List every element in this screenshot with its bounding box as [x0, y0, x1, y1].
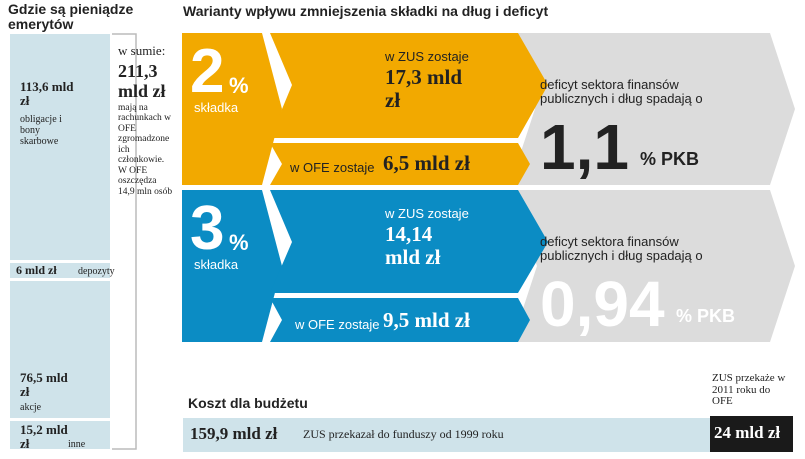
- amount: 113,6 mld zł: [20, 79, 74, 109]
- effect-unit: % PKB: [676, 306, 736, 326]
- cost-note: ZUS przekazał do funduszy od 1999 roku: [303, 427, 504, 441]
- amount: 6 mld zł: [16, 263, 57, 277]
- sum: 211,3 mld zł: [118, 61, 166, 101]
- cost-amount: 159,9 mld zł: [190, 424, 278, 443]
- zus-arrow: [270, 190, 548, 293]
- effect-label: deficyt sektora finansów publicznych i d…: [540, 234, 703, 264]
- rate-unit: %: [229, 73, 249, 98]
- zus-amount: 14,14 mld zł: [385, 222, 441, 270]
- zus-amount: 17,3 mld zł: [385, 65, 463, 113]
- label: obligacje i bony skarbowe: [20, 114, 62, 147]
- ofe-label: w OFE zostaje: [295, 317, 380, 332]
- label: akcje: [20, 402, 42, 413]
- rate-label: składka: [194, 257, 239, 272]
- rate-unit: %: [229, 230, 249, 255]
- right-title: Warianty wpływu zmniejszenia składki na …: [183, 3, 549, 19]
- left-title: Gdzie są pieniądze emerytów: [8, 1, 134, 33]
- label: inne: [68, 439, 86, 450]
- effect: 0,94: [540, 268, 665, 340]
- amount: 15,2 mld zł: [20, 422, 68, 452]
- rate-arrow: [182, 33, 282, 185]
- next-amount: 24 mld zł: [714, 423, 781, 442]
- ofe-amount: 9,5 mld zł: [383, 308, 470, 332]
- zus-arrow: [270, 33, 548, 138]
- effect-unit: % PKB: [640, 149, 700, 169]
- cost-bar: [183, 418, 710, 452]
- sum-note: mają na rachunkach w OFE zgromadzone ich…: [118, 103, 173, 197]
- segment-stocks: [10, 281, 110, 418]
- zus-label: w ZUS zostaje: [385, 206, 469, 221]
- label: depozyty: [78, 266, 115, 277]
- rate-arrow: [182, 190, 282, 342]
- segment-other: [10, 421, 110, 449]
- rate-label: składka: [194, 100, 239, 115]
- next-note: ZUS przekaże w 2011 roku do OFE: [712, 372, 786, 408]
- segment-bonds: [10, 34, 110, 260]
- amount: 76,5 mld zł: [20, 370, 68, 400]
- ofe-arrow: [270, 298, 530, 342]
- effect-arrow: [512, 190, 795, 342]
- sum-label: w sumie:: [118, 43, 166, 58]
- cost-box: [710, 416, 793, 452]
- zus-label: w ZUS zostaje: [385, 49, 469, 64]
- rate: 2: [190, 37, 225, 106]
- ofe-arrow: [270, 143, 530, 185]
- segment-deposits: [10, 263, 110, 278]
- ofe-amount: 6,5 mld zł: [383, 151, 470, 175]
- effect-label: deficyt sektora finansów publicznych i d…: [540, 77, 703, 107]
- ofe-label: w OFE zostaje: [290, 160, 375, 175]
- rate: 3: [190, 194, 225, 263]
- effect-arrow: [510, 33, 795, 185]
- effect: 1,1: [540, 111, 629, 183]
- bracket: [112, 33, 137, 450]
- cost-title: Koszt dla budżetu: [188, 395, 308, 411]
